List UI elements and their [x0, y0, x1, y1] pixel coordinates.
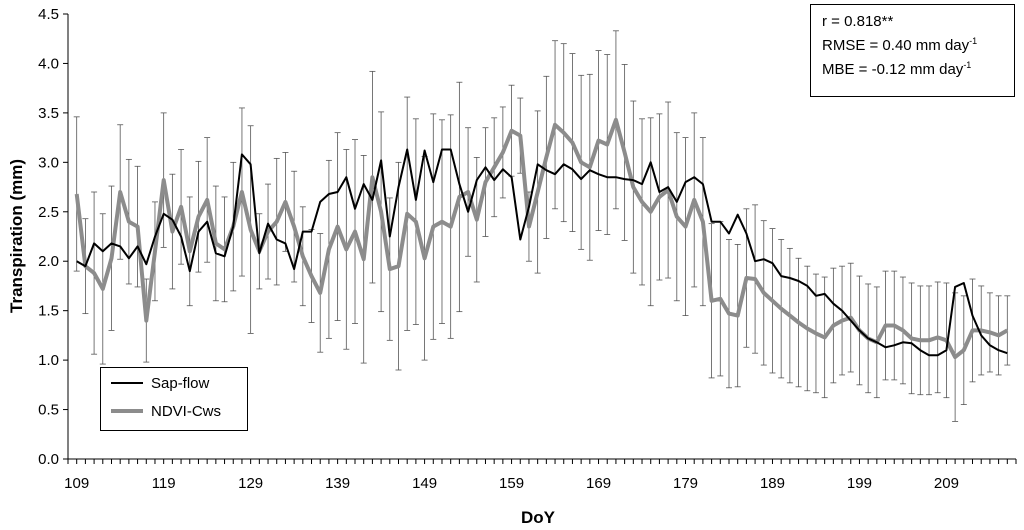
r-value: r = 0.818** — [822, 13, 894, 30]
legend-item-sap-flow: Sap-flow — [111, 373, 209, 393]
legend-swatch-sap-flow — [111, 382, 143, 384]
legend-item-ndvi-cws: NDVI-Cws — [111, 401, 221, 421]
x-axis-title: DoY — [521, 508, 556, 527]
x-tick-label: 179 — [673, 475, 698, 492]
x-tick-label: 199 — [847, 475, 872, 492]
y-tick-label: 3.5 — [38, 105, 59, 122]
mbe-value: MBE = -0.12 mm day-1 — [822, 60, 972, 79]
legend-swatch-ndvi-cws — [111, 409, 143, 413]
series-lines — [74, 117, 1009, 360]
statistics-annotation: r = 0.818** RMSE = 0.40 mm day-1 MBE = -… — [810, 4, 1015, 97]
axes — [63, 13, 1017, 464]
legend-label-ndvi-cws: NDVI-Cws — [151, 402, 221, 420]
x-tick-label: 149 — [412, 475, 437, 492]
y-tick-label: 4.5 — [38, 6, 59, 23]
y-tick-label: 3.0 — [38, 154, 59, 171]
rmse-value: RMSE = 0.40 mm day-1 — [822, 36, 978, 55]
y-axis-title: Transpiration (mm) — [7, 159, 26, 313]
tick-labels: 0.0 0.5 1.0 1.5 2.0 2.5 3.0 3.5 4.0 4.5 109 119 129 1… — [38, 6, 959, 492]
x-tick-label: 209 — [934, 475, 959, 492]
series-line-sap-flow — [76, 148, 1008, 357]
x-tick-label: 189 — [760, 475, 785, 492]
x-tick-label: 169 — [586, 475, 611, 492]
y-tick-label: 0.0 — [38, 451, 59, 468]
series-line-ndvi-cws — [74, 117, 1009, 360]
x-tick-label: 139 — [325, 475, 350, 492]
y-tick-label: 4.0 — [38, 55, 59, 72]
legend: Sap-flow NDVI-Cws — [100, 367, 248, 431]
legend-label-sap-flow: Sap-flow — [151, 374, 210, 392]
y-tick-label: 1.0 — [38, 352, 59, 369]
x-tick-label: 109 — [64, 475, 89, 492]
y-tick-label: 1.5 — [38, 303, 59, 320]
y-tick-label: 0.5 — [38, 402, 59, 419]
y-tick-label: 2.5 — [38, 204, 59, 221]
x-tick-label: 159 — [499, 475, 524, 492]
y-tick-label: 2.0 — [38, 253, 59, 270]
x-tick-label: 129 — [238, 475, 263, 492]
x-tick-label: 119 — [152, 475, 176, 492]
